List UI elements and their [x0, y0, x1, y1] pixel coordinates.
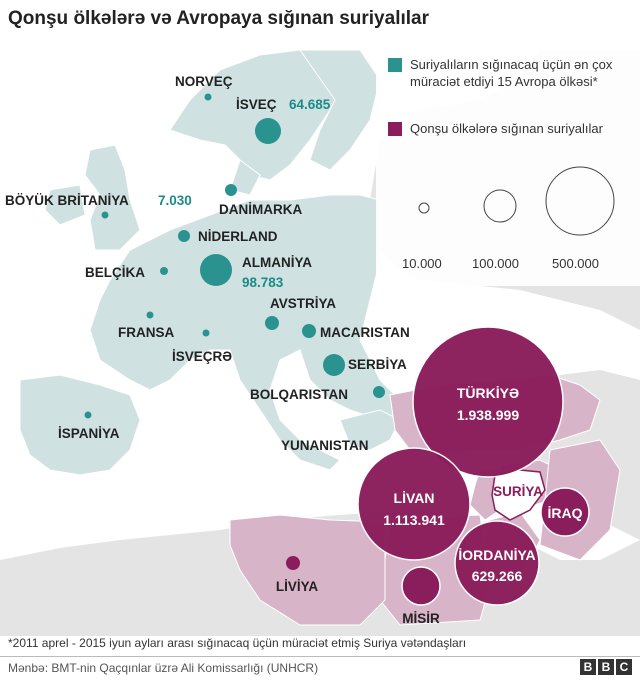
label-turkey: TÜRKİYƏ: [457, 385, 519, 401]
libya-dot: [286, 556, 300, 570]
purple-swatch: [388, 122, 402, 136]
syria-outline: [491, 469, 546, 521]
label-egypt: MİSİR: [402, 611, 440, 626]
sweden-circle: [255, 118, 281, 144]
legend-circle-500000: [545, 166, 615, 236]
label-belgium: BELÇİKA: [85, 265, 145, 280]
neighbor-circles: [286, 326, 590, 606]
logo-letter: C: [616, 659, 632, 675]
germany-circle: [200, 254, 232, 286]
label-libya: LİVİYA: [276, 579, 319, 594]
legend-size-500000: 500.000: [552, 256, 599, 271]
label-switzerland: İSVEÇRƏ: [172, 349, 232, 364]
legend-size-100000: 100.000: [472, 256, 519, 271]
norway-dot: [204, 93, 212, 101]
label-syria: SURİYA: [493, 484, 543, 499]
value-sweden: 64.685: [289, 97, 331, 112]
legend-item-neighbor: Qonşu ölkələrə sığınan suriyalılar: [388, 120, 632, 137]
divider: [0, 656, 640, 657]
value-turkey: 1.938.999: [457, 407, 519, 423]
hungary-dot: [302, 324, 316, 338]
value-lebanon: 1.113.941: [383, 512, 445, 528]
turkey-circle: [412, 326, 564, 478]
legend: Suriyalıların sığınacaq üçün ən çox müra…: [376, 42, 640, 286]
label-serbia: SERBİYA: [348, 357, 407, 372]
legend-neighbor-text: Qonşu ölkələrə sığınan suriyalılar: [410, 121, 603, 136]
value-germany: 98.783: [242, 275, 284, 290]
lebanon-circle: [357, 447, 471, 561]
europe-circles: [84, 93, 385, 419]
belgium-dot: [160, 267, 168, 275]
label-austria: AVSTRİYA: [270, 296, 336, 311]
logo-letter: B: [598, 659, 614, 675]
logo-letter: B: [580, 659, 596, 675]
legend-item-europe: Suriyalıların sığınacaq üçün ən çox müra…: [388, 56, 632, 90]
value-uk: 7.030: [158, 193, 192, 208]
label-hungary: MACARISTAN: [320, 325, 410, 340]
legend-circle-10000: [418, 202, 430, 214]
jordan-circle: [454, 520, 540, 606]
source-note: Mənbə: BMT-nin Qaçqınlar üzrə Ali Komiss…: [8, 661, 319, 675]
map: NORVEÇ İSVEÇ 64.685 BÖYÜK BRİTANİYA 7.03…: [0, 49, 640, 636]
footnote: *2011 aprel - 2015 iyun ayları arası sığ…: [8, 636, 471, 650]
europe-land: [19, 49, 411, 476]
france-dot: [146, 311, 154, 319]
label-jordan: İORDANİYA: [458, 547, 535, 563]
legend-europe-text: Suriyalıların sığınacaq üçün ən çox müra…: [410, 57, 613, 89]
teal-swatch: [388, 58, 402, 72]
neighbor-labels: TÜRKİYƏ 1.938.999 LİVAN 1.113.941 İORDAN…: [276, 385, 583, 626]
austria-dot: [265, 316, 279, 330]
netherlands-dot: [178, 230, 190, 242]
serbia-circle: [323, 354, 345, 376]
iraq-circle: [540, 487, 590, 537]
label-netherlands: NİDERLAND: [198, 229, 278, 244]
label-lebanon: LİVAN: [394, 490, 435, 506]
label-france: FRANSA: [118, 325, 174, 340]
uk-dot: [101, 211, 109, 219]
egypt-circle: [401, 566, 441, 606]
spain-dot: [84, 411, 92, 419]
label-greece: YUNANISTAN: [281, 438, 369, 453]
page-title: Qonşu ölkələrə və Avropaya sığınan suriy…: [8, 8, 429, 29]
label-germany: ALMANİYA: [242, 255, 312, 270]
legend-size-circles: [418, 166, 615, 236]
legend-circle-100000: [483, 189, 517, 223]
label-norway: NORVEÇ: [175, 74, 233, 89]
legend-size-10000: 10.000: [402, 256, 442, 271]
bulgaria-dot: [373, 386, 385, 398]
label-sweden: İSVEÇ: [236, 97, 277, 112]
europe-labels: NORVEÇ İSVEÇ 64.685 BÖYÜK BRİTANİYA 7.03…: [5, 74, 410, 453]
switzerland-dot: [202, 329, 210, 337]
value-jordan: 629.266: [472, 568, 523, 584]
bbc-logo: B B C: [580, 659, 632, 675]
label-denmark: DANİMARKA: [219, 202, 302, 217]
label-bulgaria: BOLQARISTAN: [250, 387, 348, 402]
denmark-dot: [225, 184, 237, 196]
label-uk: BÖYÜK BRİTANİYA: [5, 193, 129, 208]
label-iraq: İRAQ: [548, 505, 583, 521]
label-spain: İSPANİYA: [58, 426, 120, 441]
